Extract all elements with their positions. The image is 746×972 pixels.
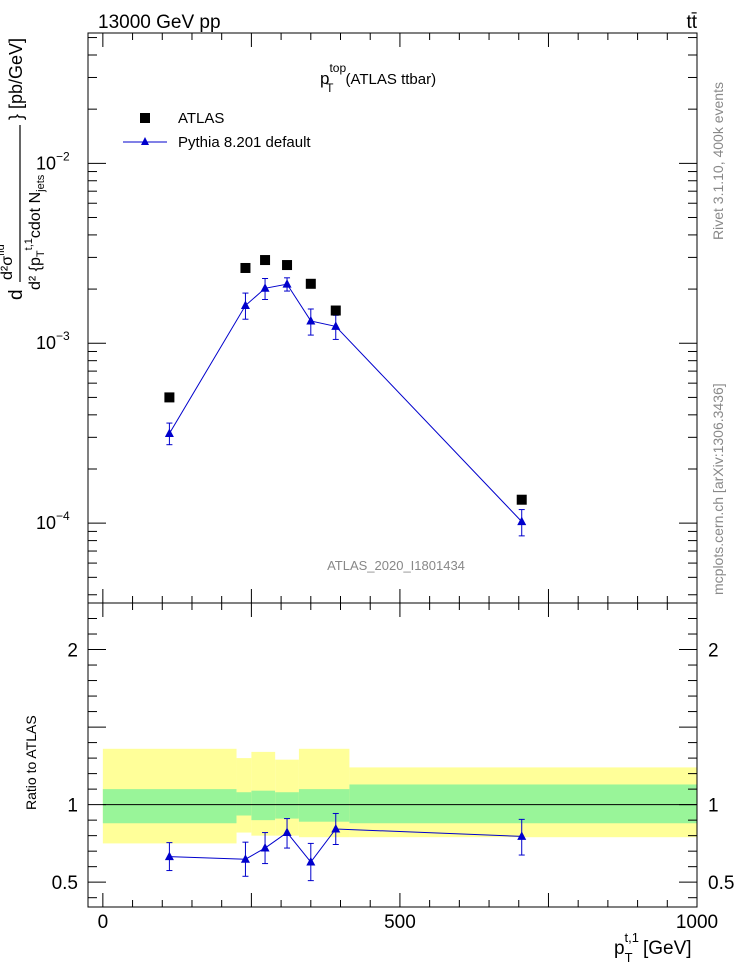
pythia-point: [331, 321, 341, 330]
ratio-panel-frame: [87, 602, 698, 908]
main-y-tick-label: 10−2: [36, 149, 70, 173]
pythia-point: [240, 300, 250, 310]
x-axis-label: pTt,1[GeV]: [614, 930, 692, 965]
legend-pythia-label: Pythia 8.201 default: [178, 134, 311, 151]
x-tick-label: 0: [98, 912, 109, 933]
legend: ATLAS Pythia 8.201 default: [123, 110, 311, 151]
atlas-point: [260, 255, 271, 266]
x-tick-label: 1000: [676, 912, 718, 933]
axis-ticks: 10−2 10−3 10−4 2 2 1 1 0.5 0.5 0 500 1000: [36, 33, 734, 933]
y-axis-num: d²σfid: [0, 244, 16, 280]
ratio-band-inner: [236, 792, 252, 816]
ratio-point: [306, 857, 316, 866]
ratio-y-tick-label-right: 2: [708, 641, 719, 662]
ratio-y-tick-label: 1: [67, 796, 78, 817]
rivet-label: Rivet 3.1.10, 400k events: [710, 82, 726, 240]
title-sub: T: [326, 81, 334, 95]
ratio-panel-data: [164, 812, 527, 882]
atlas-point: [240, 262, 251, 273]
ratio-band-inner: [298, 789, 350, 822]
legend-pythia-marker: [141, 137, 149, 145]
pythia-point: [517, 516, 527, 526]
title-sup: top: [329, 61, 346, 75]
pythia-point: [260, 283, 270, 292]
plot-title: ptop T (ATLAS ttbar): [320, 61, 436, 95]
title-suffix: (ATLAS ttbar): [346, 71, 437, 88]
ratio-band-inner: [349, 784, 697, 824]
ratio-y-tick-label: 2: [67, 641, 78, 662]
main-y-tick-label: 10−3: [36, 329, 70, 353]
y-axis-den: d² {pTt,1cdot Njets: [23, 174, 47, 290]
title-main: p: [320, 69, 329, 88]
y-axis-d: d: [6, 289, 27, 300]
mcplots-label: mcplots.cern.ch [arXiv:1306.3436]: [710, 383, 726, 595]
atlas-point: [516, 494, 527, 505]
main-panel-data: [164, 255, 527, 537]
ratio-band-inner: [275, 792, 299, 819]
ratio-y-tick-label-right: 1: [708, 796, 719, 817]
atlas-point: [305, 278, 316, 289]
ratio-band-inner: [102, 789, 237, 824]
ratio-point: [517, 831, 527, 840]
header-process: tt̄: [686, 12, 697, 33]
atlas-point: [282, 260, 293, 271]
y-axis-label-main: d d²σfid d² {pTt,1cdot Njets } [pb/GeV]: [0, 38, 47, 300]
ratio-y-tick-label-right: 0.5: [708, 873, 734, 894]
header-energy: 13000 GeV pp: [98, 12, 221, 33]
pythia-point: [306, 315, 316, 325]
legend-atlas-marker: [140, 113, 150, 123]
ratio-point: [331, 823, 341, 833]
main-y-tick-label: 10−4: [36, 509, 70, 533]
ratio-uncertainty-bands: [102, 748, 697, 844]
x-tick-label: 500: [384, 912, 416, 933]
y-axis-unit: } [pb/GeV]: [6, 38, 26, 120]
pythia-line: [168, 283, 523, 522]
ratio-point: [240, 854, 250, 863]
ratio-point: [260, 843, 270, 852]
pythia-point: [282, 279, 292, 288]
atlas-point: [330, 305, 341, 316]
atlas-point: [164, 392, 175, 403]
ratio-band-inner: [251, 790, 276, 821]
ratio-y-tick-label: 0.5: [52, 873, 78, 894]
ratio-point: [164, 851, 174, 861]
analysis-watermark: ATLAS_2020_I1801434: [327, 558, 465, 573]
legend-atlas-label: ATLAS: [178, 110, 224, 127]
pythia-point: [164, 428, 174, 438]
y-axis-label-ratio: Ratio to ATLAS: [23, 715, 39, 810]
ratio-point: [282, 827, 292, 837]
